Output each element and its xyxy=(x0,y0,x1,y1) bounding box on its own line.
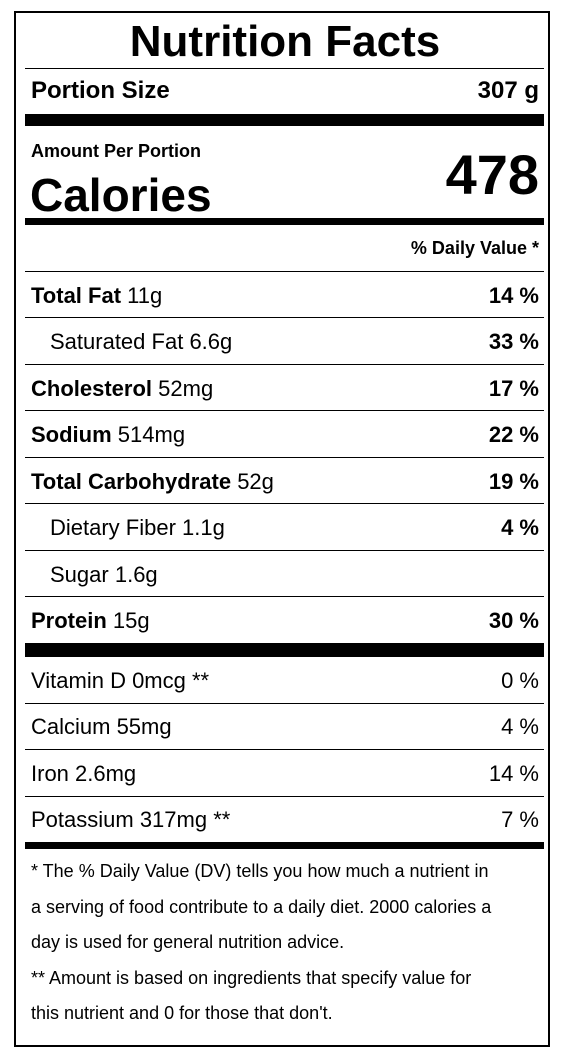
vitamin-dv: 7 % xyxy=(501,807,539,832)
nutrient-amount: 52mg xyxy=(158,376,214,401)
vitamin-row: Iron 2.6mg xyxy=(31,761,137,786)
footnote-line: * The % Daily Value (DV) tells you how m… xyxy=(31,861,489,881)
divider-medium xyxy=(25,842,544,849)
nutrient-amount: 52g xyxy=(237,469,274,494)
divider-thin xyxy=(25,550,544,551)
vitamin-row: Vitamin D 0mcg ** xyxy=(31,668,210,693)
footnote-line: a serving of food contribute to a daily … xyxy=(31,897,492,917)
divider-thin xyxy=(25,703,544,704)
nutrient-amount: 6.6g xyxy=(189,329,233,354)
nutrient-name: Total Fat xyxy=(31,283,122,308)
nutrient-name: Protein xyxy=(31,608,107,633)
nutrient-row: Dietary Fiber 1.1g xyxy=(50,514,225,542)
nutrient-row: Protein 15g xyxy=(31,607,150,635)
label-title: Nutrition Facts xyxy=(129,17,441,66)
nutrient-amount: 15g xyxy=(112,608,150,633)
nutrient-amount: 1.1g xyxy=(182,515,225,540)
nutrient-row: Cholesterol 52mg xyxy=(31,375,213,403)
footnote-line: ** Amount is based on ingredients that s… xyxy=(31,968,472,988)
nutrient-dv: 19 % xyxy=(488,469,539,494)
divider-thin xyxy=(25,796,544,797)
nutrient-amount: 11g xyxy=(127,283,163,308)
divider-thin xyxy=(25,68,544,69)
nutrient-name: Cholesterol xyxy=(31,376,153,401)
nutrient-row: Total Carbohydrate 52g xyxy=(31,468,274,496)
divider-medium xyxy=(25,218,544,225)
amount-per-portion: Amount Per Portion xyxy=(31,141,201,161)
portion-size-label: Portion Size xyxy=(31,77,170,104)
portion-size-value: 307 g xyxy=(477,77,539,104)
daily-value-header: % Daily Value * xyxy=(410,238,539,258)
divider-thin xyxy=(25,457,544,458)
vitamin-row: Calcium 55mg xyxy=(31,714,172,739)
nutrient-dv: 17 % xyxy=(488,376,539,401)
nutrition-label xyxy=(14,11,550,1047)
divider-thin xyxy=(25,410,544,411)
footnote-line: day is used for general nutrition advice… xyxy=(31,932,345,952)
nutrient-amount: 1.6g xyxy=(114,562,158,587)
vitamin-dv: 0 % xyxy=(501,668,539,693)
nutrient-name: Total Carbohydrate xyxy=(31,469,232,494)
nutrient-amount: 514mg xyxy=(117,422,186,447)
vitamin-dv: 14 % xyxy=(488,761,539,786)
calories-label: Calories xyxy=(30,169,212,221)
nutrient-name: Sugar xyxy=(50,562,109,587)
nutrient-dv: 22 % xyxy=(488,422,539,447)
nutrient-dv: 4 % xyxy=(501,515,539,540)
divider-thin xyxy=(25,596,544,597)
nutrient-name: Dietary Fiber xyxy=(50,515,176,540)
nutrient-dv: 33 % xyxy=(488,329,539,354)
divider-thin xyxy=(25,749,544,750)
vitamin-dv: 4 % xyxy=(501,714,539,739)
divider-thin xyxy=(25,317,544,318)
divider-thin xyxy=(25,271,544,272)
divider-thick xyxy=(25,114,544,126)
nutrient-dv: 14 % xyxy=(488,283,539,308)
calories-value: 478 xyxy=(445,143,539,206)
nutrient-row: Sugar 1.6g xyxy=(50,561,158,589)
divider-thin xyxy=(25,503,544,504)
divider-thin xyxy=(25,364,544,365)
divider-thick xyxy=(25,643,544,657)
nutrient-dv: 30 % xyxy=(488,608,539,633)
nutrient-name: Saturated Fat xyxy=(50,329,184,354)
nutrient-name: Sodium xyxy=(31,422,112,447)
nutrient-row: Total Fat 11g xyxy=(31,282,162,310)
vitamin-row: Potassium 317mg ** xyxy=(31,807,231,832)
nutrient-row: Sodium 514mg xyxy=(31,421,185,449)
footnote-line: this nutrient and 0 for those that don't… xyxy=(31,1003,333,1023)
nutrient-row: Saturated Fat 6.6g xyxy=(50,328,232,356)
